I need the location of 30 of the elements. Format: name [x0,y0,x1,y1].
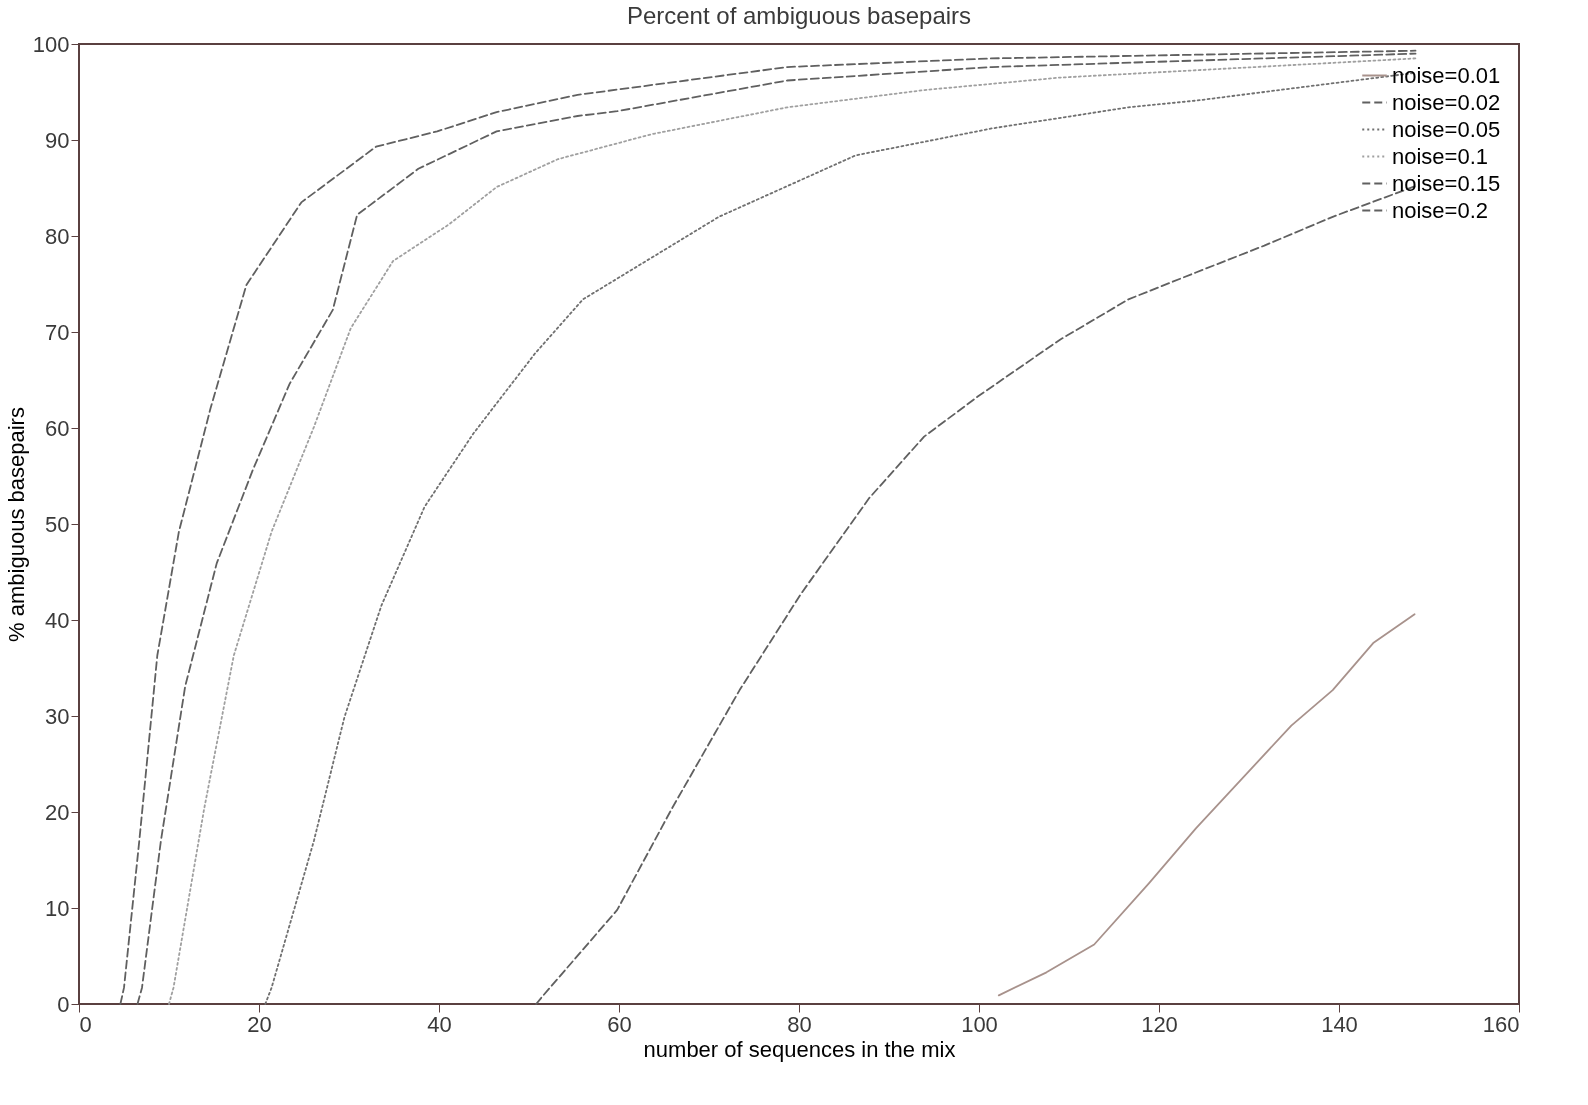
y-tick-label: 10 [45,895,70,921]
x-axis-title: number of sequences in the mix [643,1036,956,1062]
y-tick-label: 0 [57,991,70,1017]
legend-label: noise=0.05 [1392,116,1501,142]
legend-label: noise=0.15 [1392,170,1501,196]
line-series [997,613,1416,997]
x-tick-label: 160 [1482,1011,1520,1037]
y-axis-title: % ambiguous basepairs [3,407,29,642]
x-tick-label: 80 [787,1011,812,1037]
x-tick-label: 0 [79,1011,92,1037]
x-tick-label: 100 [961,1011,998,1037]
x-tick-label: 140 [1321,1011,1358,1037]
y-tick-label: 60 [45,415,70,441]
legend-label: noise=0.02 [1392,89,1501,115]
y-tick-label: 70 [45,319,70,345]
x-tick-label: 120 [1141,1011,1178,1037]
y-tick-label: 20 [45,799,70,825]
y-tick-label: 40 [45,607,70,633]
legend-label: noise=0.1 [1392,143,1489,169]
x-tick-label: 60 [607,1011,632,1037]
y-tick-label: 50 [45,511,70,537]
x-tick-label: 40 [427,1011,452,1037]
y-tick-label: 100 [32,31,70,57]
y-tick-label: 30 [45,703,70,729]
legend-label: noise=0.2 [1392,197,1489,223]
y-tick-label: 90 [45,127,70,153]
y-tick-label: 80 [45,223,70,249]
legend-label: noise=0.01 [1392,62,1501,88]
x-tick-label: 20 [247,1011,272,1037]
chart-title: Percent of ambiguous basepairs [626,2,972,29]
